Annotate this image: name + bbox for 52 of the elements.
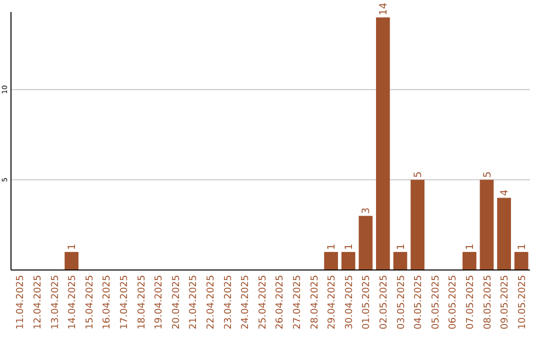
data-label: 1 xyxy=(516,244,528,250)
x-tick-label: 18.04.2025 xyxy=(136,275,148,330)
x-tick-label: 27.04.2025 xyxy=(292,275,303,330)
data-label: 1 xyxy=(464,244,476,250)
data-label: 1 xyxy=(344,244,355,250)
x-tick-label: 24.04.2025 xyxy=(240,275,252,330)
x-tick-label: 04.05.2025 xyxy=(413,275,424,330)
bar xyxy=(64,252,78,270)
bar xyxy=(341,252,356,270)
data-label: 3 xyxy=(361,208,372,214)
data-label: 4 xyxy=(500,189,511,196)
x-tick-label: 22.04.2025 xyxy=(205,275,216,330)
x-tick-label: 06.05.2025 xyxy=(448,275,459,330)
x-tick-label: 28.04.2025 xyxy=(309,275,320,330)
bar xyxy=(358,216,373,270)
bar xyxy=(462,252,476,270)
x-tick-label: 05.05.2025 xyxy=(430,275,442,330)
bar xyxy=(393,252,408,270)
data-label: 1 xyxy=(326,244,338,250)
x-tick-label: 26.04.2025 xyxy=(274,275,286,330)
x-tick-label: 16.04.2025 xyxy=(102,275,113,330)
x-tick-label: 20.04.2025 xyxy=(170,275,182,330)
x-tick-label: 21.04.2025 xyxy=(188,275,200,330)
x-tick-label: 02.05.2025 xyxy=(378,275,390,330)
data-label: 5 xyxy=(413,171,424,178)
x-tick-label: 23.04.2025 xyxy=(222,275,234,330)
x-tick-label: 03.05.2025 xyxy=(396,275,407,330)
bar xyxy=(497,198,511,270)
bar xyxy=(324,252,338,270)
x-tick-label: 13.04.2025 xyxy=(50,275,61,330)
x-tick-label: 09.05.2025 xyxy=(500,275,511,330)
x-tick-label: 19.04.2025 xyxy=(154,275,165,330)
x-tick-label: 10.05.2025 xyxy=(516,275,528,330)
data-label: 1 xyxy=(396,244,407,250)
data-label: 5 xyxy=(482,171,494,178)
bar xyxy=(410,180,424,270)
bar xyxy=(480,180,494,270)
x-tick-label: 12.04.2025 xyxy=(32,275,44,330)
x-tick-label: 17.04.2025 xyxy=(118,275,130,330)
data-label: 14 xyxy=(378,2,390,16)
bar xyxy=(376,17,390,270)
x-tick-label: 29.04.2025 xyxy=(326,275,338,330)
x-tick-label: 01.05.2025 xyxy=(361,275,372,330)
x-tick-label: 11.04.2025 xyxy=(15,275,26,330)
x-tick-label: 25.04.2025 xyxy=(257,275,268,330)
x-tick-label: 08.05.2025 xyxy=(482,275,494,330)
x-tick-label: 14.04.2025 xyxy=(67,275,78,330)
bar xyxy=(514,252,528,270)
x-tick-label: 07.05.2025 xyxy=(464,275,476,330)
x-tick-label: 15.04.2025 xyxy=(84,275,96,330)
x-tick-label: 30.04.2025 xyxy=(344,275,355,330)
data-label: 1 xyxy=(67,244,78,250)
